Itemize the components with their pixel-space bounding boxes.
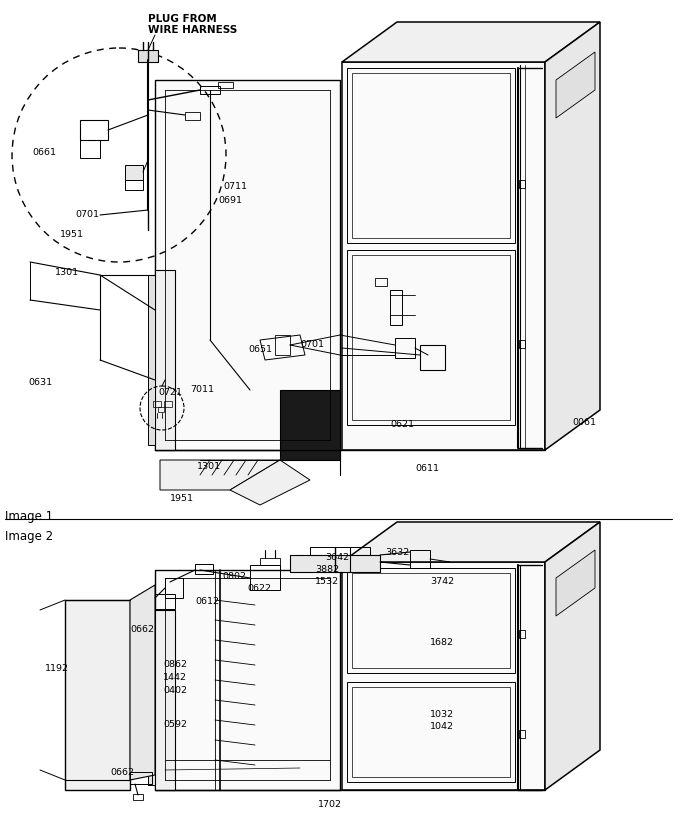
Polygon shape: [556, 550, 595, 616]
Text: 0661: 0661: [32, 148, 56, 157]
Text: 1192: 1192: [45, 664, 69, 673]
Bar: [347, 250, 515, 425]
Polygon shape: [342, 562, 545, 790]
Text: 3642: 3642: [325, 553, 349, 562]
Text: 0721: 0721: [158, 388, 182, 397]
Text: 0061: 0061: [572, 418, 596, 427]
Bar: [125, 165, 143, 180]
Bar: [80, 120, 108, 140]
Polygon shape: [65, 600, 130, 790]
Bar: [519, 630, 525, 638]
Bar: [80, 140, 100, 158]
Polygon shape: [545, 22, 600, 450]
Polygon shape: [130, 585, 155, 780]
Text: 0651: 0651: [248, 345, 272, 354]
Text: 0711: 0711: [223, 182, 247, 191]
Polygon shape: [342, 522, 600, 562]
Polygon shape: [155, 270, 175, 450]
Bar: [420, 345, 445, 370]
Text: 3632: 3632: [385, 548, 409, 557]
Bar: [185, 112, 200, 120]
Text: 3882: 3882: [315, 565, 339, 574]
Bar: [519, 340, 525, 348]
Bar: [195, 564, 213, 574]
Bar: [352, 73, 510, 238]
Polygon shape: [155, 610, 175, 790]
Text: Image 1: Image 1: [5, 510, 53, 523]
Bar: [164, 401, 172, 407]
Bar: [250, 565, 280, 590]
Text: 3742: 3742: [430, 577, 454, 586]
Text: 0701: 0701: [75, 210, 99, 219]
Text: 1532: 1532: [315, 577, 339, 586]
Text: 0862: 0862: [163, 660, 187, 669]
Text: 1301: 1301: [55, 268, 79, 277]
Text: 1301: 1301: [197, 462, 221, 471]
Text: 0802: 0802: [222, 572, 246, 581]
Bar: [352, 255, 510, 420]
Bar: [390, 290, 402, 325]
Bar: [352, 573, 510, 668]
Bar: [133, 794, 143, 800]
Polygon shape: [342, 22, 600, 62]
Bar: [165, 578, 183, 598]
Polygon shape: [230, 460, 310, 505]
Text: 0592: 0592: [163, 720, 187, 729]
Bar: [200, 86, 220, 94]
Bar: [130, 772, 152, 784]
Text: 0662: 0662: [110, 768, 134, 777]
Bar: [375, 278, 387, 286]
Text: 0691: 0691: [218, 196, 242, 205]
Text: 0631: 0631: [28, 378, 52, 387]
Polygon shape: [556, 52, 595, 118]
Bar: [519, 180, 525, 188]
Text: 0611: 0611: [415, 464, 439, 473]
Bar: [347, 682, 515, 782]
Polygon shape: [155, 570, 340, 790]
Bar: [153, 401, 161, 407]
Polygon shape: [148, 275, 155, 445]
Text: 0612: 0612: [195, 597, 219, 606]
Text: 0622: 0622: [247, 584, 271, 593]
Bar: [125, 180, 143, 190]
Text: 1042: 1042: [430, 722, 454, 731]
Text: 0402: 0402: [163, 686, 187, 695]
Bar: [347, 568, 515, 673]
Polygon shape: [155, 80, 340, 450]
Text: WIRE HARNESS: WIRE HARNESS: [148, 25, 237, 35]
Polygon shape: [280, 390, 340, 460]
Text: 1702: 1702: [318, 800, 342, 809]
Polygon shape: [290, 555, 380, 572]
Bar: [275, 335, 290, 355]
Bar: [352, 687, 510, 777]
Text: 1442: 1442: [163, 673, 187, 682]
Bar: [395, 338, 415, 358]
Polygon shape: [342, 62, 545, 450]
Text: 1951: 1951: [60, 230, 84, 239]
Text: 1032: 1032: [430, 710, 454, 719]
Text: 1951: 1951: [170, 494, 194, 503]
Text: 0662: 0662: [130, 625, 154, 634]
Bar: [347, 68, 515, 243]
Bar: [218, 82, 233, 88]
Text: Image 2: Image 2: [5, 530, 53, 543]
Text: 0621: 0621: [390, 420, 414, 429]
Bar: [519, 730, 525, 738]
Bar: [410, 550, 430, 568]
Text: 7011: 7011: [190, 385, 214, 394]
Bar: [155, 594, 175, 609]
Bar: [158, 407, 164, 412]
Bar: [138, 50, 158, 62]
Polygon shape: [545, 522, 600, 790]
Text: 0701: 0701: [300, 340, 324, 349]
Text: PLUG FROM: PLUG FROM: [148, 14, 217, 24]
Text: 1682: 1682: [430, 638, 454, 647]
Polygon shape: [148, 615, 155, 785]
Bar: [260, 558, 280, 565]
Polygon shape: [160, 460, 280, 490]
